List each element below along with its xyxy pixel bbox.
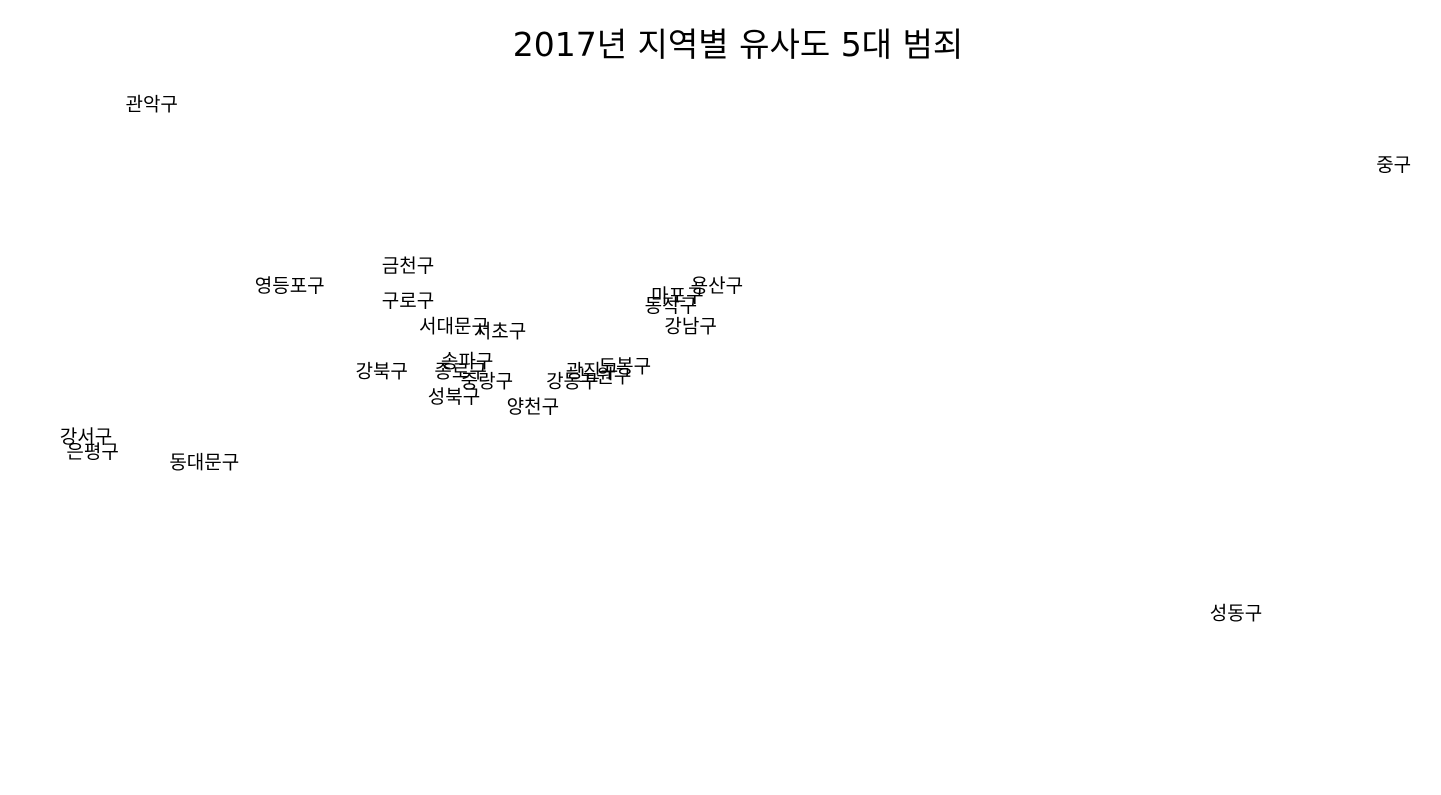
point-label: 강북구	[355, 361, 407, 383]
point-label: 양천구	[507, 396, 559, 418]
point-label: 성북구	[428, 386, 480, 408]
point-label: 강서구	[60, 426, 112, 448]
point-label: 마포구	[651, 285, 703, 307]
point-label: 송파구	[441, 351, 493, 373]
point-label: 동작구	[645, 295, 697, 317]
point-label: 관악구	[125, 94, 177, 116]
point-label: 도봉구	[599, 356, 651, 378]
point-label: 광진구	[566, 361, 618, 383]
point-label: 강남구	[664, 315, 716, 337]
point-label: 용산구	[691, 275, 743, 297]
point-label: 은평구	[66, 441, 118, 463]
point-label: 구로구	[382, 290, 434, 312]
point-label: 노원구	[579, 366, 631, 388]
point-label: 서대문구	[419, 315, 489, 337]
point-label: 성동구	[1210, 602, 1262, 624]
point-label: 동대문구	[169, 451, 239, 473]
point-label: 중랑구	[461, 371, 513, 393]
point-label: 강동구	[546, 371, 598, 393]
point-label: 서초구	[474, 320, 526, 342]
point-label: 금천구	[382, 255, 434, 277]
point-label: 중구	[1376, 154, 1411, 176]
point-label: 영등포구	[255, 275, 325, 297]
point-label: 종로구	[434, 361, 486, 383]
chart-title: 2017년 지역별 유사도 5대 범죄	[512, 25, 964, 64]
